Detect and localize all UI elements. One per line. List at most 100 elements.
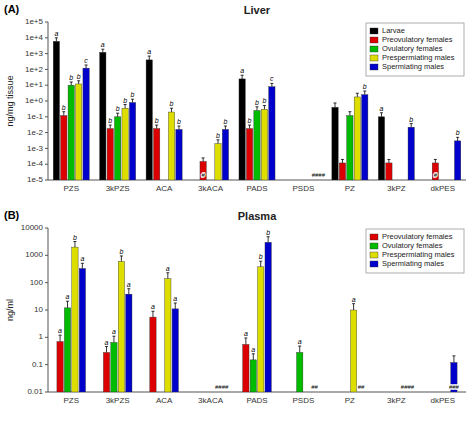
letter: b [119,248,123,255]
error-bar [170,108,173,112]
error-bar [112,336,115,342]
background [0,0,474,421]
y-tick-label: 1e-4 [27,159,44,168]
legend-swatch [370,55,378,61]
letter: b [155,117,159,124]
error-bar [174,303,177,309]
letter: a [80,255,84,262]
bar [83,68,89,180]
x-tick-label: PZS [63,396,79,405]
error-bar [73,242,76,248]
legend-label: Spermiating males [382,62,444,71]
bar [72,247,78,392]
letter: a [101,41,105,48]
x-tick-label: 3kACA [198,184,224,193]
error-bar [148,56,151,60]
error-bar [59,335,62,341]
letter: a [244,330,248,337]
bar [61,116,67,180]
bar [115,117,121,180]
legend-swatch [370,28,378,34]
bar [297,352,303,392]
error-bar [387,159,390,163]
bar [269,87,275,180]
letter: b [363,83,367,90]
x-tick-label: ACA [156,184,173,193]
letter: a [66,293,70,300]
legend-label: Ovulatory females [382,44,443,53]
error-bar [131,99,134,102]
error-bar [267,237,270,243]
letter: a [166,265,170,272]
legend-box [366,23,464,76]
x-tick-label: PADS [246,396,267,405]
legend-swatch [370,234,378,240]
letter: a [147,48,151,55]
letter: b [216,132,220,139]
x-tick-label: PZS [63,184,79,193]
letter: b [69,74,73,81]
legend-swatch [370,252,378,258]
x-tick-label: 3kPZ [387,396,406,405]
bar [126,294,132,392]
x-tick-label: dkPES [431,396,455,405]
bar [454,141,460,180]
bar [165,279,171,392]
bar [250,360,256,392]
legend-label: Ovulatory females [382,241,443,250]
error-bar [55,38,58,42]
error-bar [256,107,259,111]
letter: b [456,129,460,136]
legend-box [366,229,464,273]
bar [254,111,260,180]
y-tick-label: 1e+5 [25,17,44,26]
bar [103,352,109,392]
letter: a [352,296,356,303]
bar [265,242,271,392]
bar [339,163,345,180]
y-tick-label: 1 [39,332,44,341]
letter: b [77,73,81,80]
bar [408,127,414,180]
bar [68,85,74,180]
letter: b [116,105,120,112]
letter: b [108,117,112,124]
bar [64,308,70,392]
legend-label: Prespermiating males [382,250,455,259]
hash-mark: ## [311,384,318,390]
x-tick-label: PZ [345,396,355,405]
y-tick-label: 1e+4 [25,33,44,42]
error-bar [216,140,219,144]
letter: b [73,234,77,241]
error-bar [410,124,413,128]
panel: (A)Liverng/mg tissue1e-51e-41e-31e-21e-1… [4,3,466,193]
panel-label: (A) [4,3,20,15]
letter: a [58,327,62,334]
bar [122,108,128,180]
error-bar [363,91,366,95]
x-tick-label: 3kPZS [106,184,130,193]
bar [258,267,264,392]
title: Plasma [238,210,277,222]
y-tick-label: 1e-2 [27,128,44,137]
hash-mark: #### [312,172,326,178]
error-bar [120,256,123,261]
bar [154,129,160,180]
letter: b [62,104,66,111]
y-tick-label: 0.1 [32,360,44,369]
error-bar [151,311,154,317]
bar [362,95,368,180]
error-bar [62,112,65,116]
bar [354,97,360,180]
error-bar [341,159,344,163]
error-bar [202,158,205,162]
error-bar [263,105,266,109]
bar [107,129,113,180]
bar [347,116,353,180]
letter: a [127,281,131,288]
x-tick-label: ACA [156,396,173,405]
bar [261,109,267,180]
error-bar [116,113,119,117]
y-tick-label: 1e+1 [25,80,44,89]
panel: (B)Plasmang/ml0.010.1110100100010000PZS3… [4,209,466,405]
